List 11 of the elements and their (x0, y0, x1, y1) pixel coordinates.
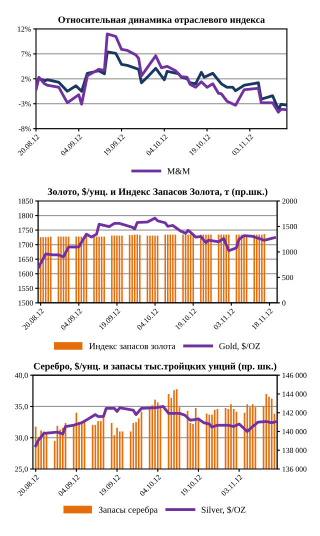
line-series (36, 32, 287, 114)
legend-label: Gold, $/OZ (219, 342, 260, 350)
chart-title: Относительная динамика отраслевого индекса (58, 16, 265, 25)
legend-label: Индекс запасов золота (89, 343, 176, 351)
legend-label: Запасы серебра (98, 506, 158, 515)
line-series (38, 216, 276, 270)
chart-title: Серебро, $/унц. и запасы тыс.тройцких унций (пр. шк.) (34, 362, 276, 372)
line-series (34, 405, 278, 448)
legend-label: M&M (167, 168, 190, 174)
chart-title: Золото, $/унц. и Индекс Запасов Золота, т (пр.шк.) (48, 188, 268, 197)
legend-label: Silver, $/OZ (202, 506, 246, 514)
